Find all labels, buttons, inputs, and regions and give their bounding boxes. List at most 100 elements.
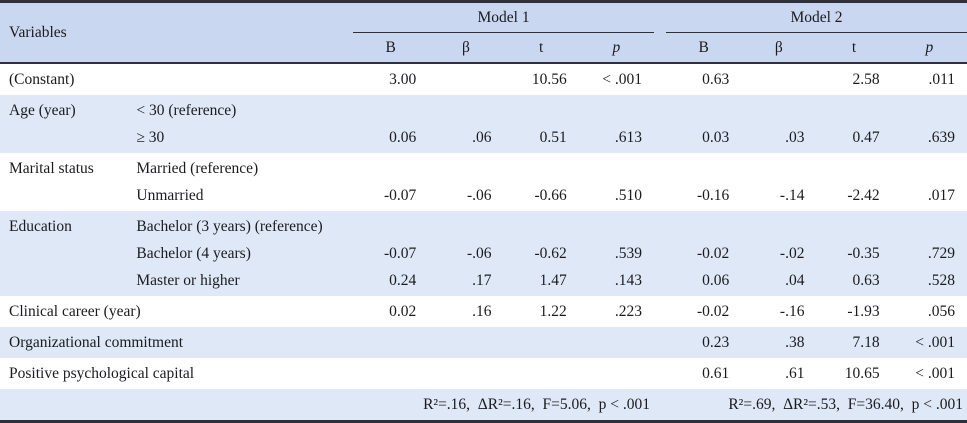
variable-cell: Positive psychological capital xyxy=(0,358,354,389)
model2-beta-cell: -.14 xyxy=(741,153,817,211)
value-line: .143 xyxy=(614,272,642,289)
table-header: Variables Model 1 Model 2 B β t p B β t … xyxy=(0,1,967,63)
table-row: Age (year) < 30 (reference) ≥ 30 0.06 .06 0.5… xyxy=(0,95,967,153)
category-cell: < 30 (reference) ≥ 30 xyxy=(130,95,354,153)
model-gap xyxy=(653,63,667,95)
model2-B-cell: -0.16 xyxy=(666,153,742,211)
model1-t-cell xyxy=(503,327,579,358)
model1-p-cell: .539 .143 xyxy=(578,211,654,296)
value-line: .38 xyxy=(785,334,805,351)
value-line: 0.03 xyxy=(702,129,730,146)
model1-beta-cell: .16 xyxy=(428,296,504,327)
model1-header: Model 1 xyxy=(353,1,654,33)
category-line: Unmarried xyxy=(136,187,204,204)
value-line xyxy=(817,213,879,240)
value-line: .613 xyxy=(614,129,642,146)
model1-p-cell: < .001 xyxy=(578,63,654,95)
model1-B-cell xyxy=(353,358,429,389)
model1-p-cell xyxy=(578,327,654,358)
category-line: < 30 (reference) xyxy=(136,102,237,119)
value-line: -0.02 xyxy=(696,245,730,262)
value-line xyxy=(742,155,804,182)
value-line: 0.06 xyxy=(389,129,417,146)
value-line: 0.24 xyxy=(389,272,417,289)
variable-cell: (Constant) xyxy=(0,63,354,95)
model-gap xyxy=(653,358,667,389)
model2-B-cell: -0.02 0.06 xyxy=(666,211,742,296)
variable-cell: Clinical career (year) xyxy=(0,296,354,327)
value-line xyxy=(505,155,567,182)
value-line xyxy=(742,66,804,93)
model2-t-cell: -1.93 xyxy=(816,296,892,327)
model-stats-row: R²=.16, ΔR²=.16, F=5.06, p < .001 R²=.69… xyxy=(0,389,967,422)
model2-t-cell: 7.18 xyxy=(816,327,892,358)
value-line xyxy=(580,97,642,124)
model1-t-cell: -0.66 xyxy=(503,153,579,211)
model1-t-header: t xyxy=(503,32,579,63)
table-body: (Constant) 3.00 10.56 < .001 0.63 2.58 .011 Age… xyxy=(0,63,967,389)
model1-B-cell: 0.06 xyxy=(353,95,429,153)
value-line xyxy=(580,155,642,182)
category-line: Married (reference) xyxy=(136,160,259,177)
table-row: Marital status Married (reference) Unmarri… xyxy=(0,153,967,211)
model2-beta-cell: .61 xyxy=(741,358,817,389)
model2-beta-cell: .03 xyxy=(741,95,817,153)
stats-row-spacer xyxy=(0,389,354,422)
value-line: -.06 xyxy=(466,187,492,204)
model1-t-cell: -0.62 1.47 xyxy=(503,211,579,296)
table-row: Organizational commitment 0.23 .38 7.18 < .0… xyxy=(0,327,967,358)
value-line: .539 xyxy=(614,245,642,262)
value-line xyxy=(742,97,804,124)
model-gap xyxy=(653,327,667,358)
model-gap xyxy=(653,211,667,296)
table-row: Clinical career (year) 0.02 .16 1.22 .223 -0.… xyxy=(0,296,967,327)
model1-B-cell: -0.07 0.24 xyxy=(353,211,429,296)
value-line: -.14 xyxy=(779,187,805,204)
category-line: Master or higher xyxy=(136,272,240,289)
table-footer: R²=.16, ΔR²=.16, F=5.06, p < .001 R²=.69… xyxy=(0,389,967,422)
model1-t-cell: 10.56 xyxy=(503,63,579,95)
value-line xyxy=(505,213,567,240)
value-line: .729 xyxy=(927,245,955,262)
model-gap xyxy=(653,389,667,422)
model2-t-cell: 0.47 xyxy=(816,95,892,153)
value-line: .06 xyxy=(472,129,492,146)
value-line: -1.93 xyxy=(847,303,880,320)
value-line: .056 xyxy=(927,303,955,320)
value-line: -0.16 xyxy=(696,187,730,204)
subcolumn-header-row: B β t p B β t p xyxy=(0,32,967,63)
value-line: 1.47 xyxy=(539,272,567,289)
value-line: .017 xyxy=(927,187,955,204)
model1-B-cell: -0.07 xyxy=(353,153,429,211)
model2-p-cell: .056 xyxy=(891,296,967,327)
value-line: .61 xyxy=(785,365,805,382)
model1-stats: R²=.16, ΔR²=.16, F=5.06, p < .001 xyxy=(353,389,654,422)
value-line: 7.18 xyxy=(852,334,880,351)
value-line: < .001 xyxy=(602,71,642,88)
value-line: -2.42 xyxy=(847,187,880,204)
model2-p-header: p xyxy=(891,32,967,63)
model1-beta-cell: .06 xyxy=(428,95,504,153)
value-line xyxy=(505,97,567,124)
value-line xyxy=(667,213,729,240)
model2-p-cell: < .001 xyxy=(891,327,967,358)
model-header-row: Variables Model 1 Model 2 xyxy=(0,1,967,63)
value-line xyxy=(429,329,491,356)
model2-p-cell: .011 xyxy=(891,63,967,95)
value-line: -0.62 xyxy=(534,245,567,262)
model2-B-cell: 0.63 xyxy=(666,63,742,95)
model1-t-cell xyxy=(503,358,579,389)
value-line: 0.63 xyxy=(702,71,730,88)
model-gap xyxy=(653,153,667,211)
value-line: -0.35 xyxy=(847,245,880,262)
model1-p-cell: .223 xyxy=(578,296,654,327)
value-line xyxy=(667,155,729,182)
category-line: Bachelor (3 years) (reference) xyxy=(136,218,323,235)
value-line: 0.02 xyxy=(389,303,417,320)
value-line: 0.63 xyxy=(852,272,880,289)
value-line xyxy=(429,213,491,240)
value-line xyxy=(354,360,416,387)
model2-B-cell: 0.03 xyxy=(666,95,742,153)
model1-B-cell: 3.00 xyxy=(353,63,429,95)
